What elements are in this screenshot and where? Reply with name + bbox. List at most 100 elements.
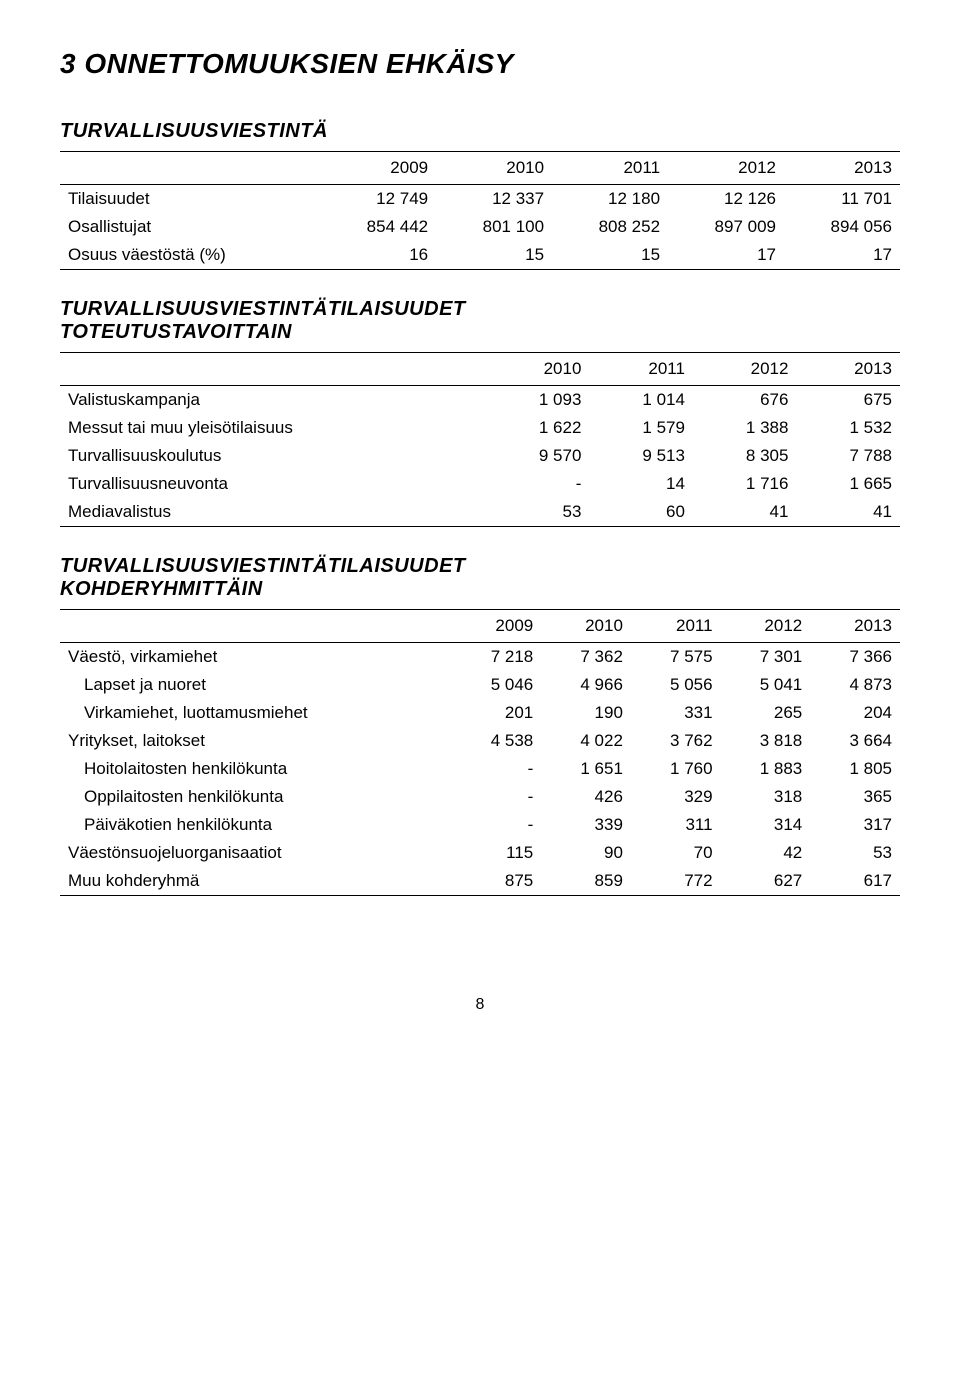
row-value: 894 056 <box>784 213 900 241</box>
table-row: Väestönsuojeluorganisaatiot11590704253 <box>60 839 900 867</box>
row-value: 1 651 <box>541 755 631 783</box>
table2-header-row: 2010 2011 2012 2013 <box>60 353 900 386</box>
table3-header-row: 2009 2010 2011 2012 2013 <box>60 610 900 643</box>
row-value: - <box>452 783 542 811</box>
row-value: 426 <box>541 783 631 811</box>
row-value: 329 <box>631 783 721 811</box>
table1-year: 2010 <box>436 152 552 185</box>
row-value: 204 <box>810 699 900 727</box>
row-value: 3 762 <box>631 727 721 755</box>
table1-title: TURVALLISUUSVIESTINTÄ <box>60 120 900 143</box>
row-value: 4 538 <box>452 727 542 755</box>
row-label: Hoitolaitosten henkilökunta <box>60 755 452 783</box>
row-value: 201 <box>452 699 542 727</box>
row-value: 4 966 <box>541 671 631 699</box>
row-value: 7 575 <box>631 643 721 672</box>
row-label: Osuus väestöstä (%) <box>60 241 320 270</box>
row-label: Valistuskampanja <box>60 386 486 415</box>
row-label: Väestönsuojeluorganisaatiot <box>60 839 452 867</box>
page-number: 8 <box>60 996 900 1014</box>
row-label: Muu kohderyhmä <box>60 867 452 896</box>
table1-header-row: 2009 2010 2011 2012 2013 <box>60 152 900 185</box>
table-row: Väestö, virkamiehet7 2187 3627 5757 3017… <box>60 643 900 672</box>
row-value: 9 570 <box>486 442 590 470</box>
row-label: Päiväkotien henkilökunta <box>60 811 452 839</box>
row-label: Lapset ja nuoret <box>60 671 452 699</box>
row-label: Virkamiehet, luottamusmiehet <box>60 699 452 727</box>
row-value: 1 665 <box>796 470 900 498</box>
row-value: 190 <box>541 699 631 727</box>
row-value: 3 664 <box>810 727 900 755</box>
row-value: 314 <box>721 811 811 839</box>
table3-title-line1: TURVALLISUUSVIESTINTÄTILAISUUDET <box>60 555 466 577</box>
row-value: 859 <box>541 867 631 896</box>
row-value: - <box>486 470 590 498</box>
row-label: Messut tai muu yleisötilaisuus <box>60 414 486 442</box>
row-value: 42 <box>721 839 811 867</box>
row-label: Turvallisuuskoulutus <box>60 442 486 470</box>
table2-year: 2013 <box>796 353 900 386</box>
table-row: Tilaisuudet12 74912 33712 18012 12611 70… <box>60 185 900 214</box>
table-row: Yritykset, laitokset4 5384 0223 7623 818… <box>60 727 900 755</box>
row-label: Tilaisuudet <box>60 185 320 214</box>
row-value: 7 362 <box>541 643 631 672</box>
row-value: 897 009 <box>668 213 784 241</box>
row-value: 7 218 <box>452 643 542 672</box>
table2-title-line1: TURVALLISUUSVIESTINTÄTILAISUUDET <box>60 298 466 320</box>
row-value: 3 818 <box>721 727 811 755</box>
row-value: 676 <box>693 386 797 415</box>
row-value: 41 <box>693 498 797 527</box>
row-value: 4 022 <box>541 727 631 755</box>
row-value: 15 <box>552 241 668 270</box>
row-label: Osallistujat <box>60 213 320 241</box>
table-row: Valistuskampanja1 0931 014676675 <box>60 386 900 415</box>
table3-year: 2010 <box>541 610 631 643</box>
row-value: 53 <box>486 498 590 527</box>
table-row: Muu kohderyhmä875859772627617 <box>60 867 900 896</box>
row-value: 1 883 <box>721 755 811 783</box>
row-value: 7 788 <box>796 442 900 470</box>
table2-year: 2012 <box>693 353 797 386</box>
row-value: 265 <box>721 699 811 727</box>
table3-year: 2009 <box>452 610 542 643</box>
row-value: 339 <box>541 811 631 839</box>
row-value: 60 <box>589 498 693 527</box>
row-value: 1 579 <box>589 414 693 442</box>
table-row: Virkamiehet, luottamusmiehet201190331265… <box>60 699 900 727</box>
table-row: Turvallisuusneuvonta-141 7161 665 <box>60 470 900 498</box>
table3-year: 2012 <box>721 610 811 643</box>
row-value: 9 513 <box>589 442 693 470</box>
table2: 2010 2011 2012 2013 Valistuskampanja1 09… <box>60 352 900 527</box>
table-row: Turvallisuuskoulutus9 5709 5138 3057 788 <box>60 442 900 470</box>
row-value: 7 301 <box>721 643 811 672</box>
table3: 2009 2010 2011 2012 2013 Väestö, virkami… <box>60 609 900 896</box>
table-row: Messut tai muu yleisötilaisuus1 6221 579… <box>60 414 900 442</box>
row-value: 12 126 <box>668 185 784 214</box>
row-value: 1 388 <box>693 414 797 442</box>
row-value: 311 <box>631 811 721 839</box>
row-value: 1 805 <box>810 755 900 783</box>
row-value: 875 <box>452 867 542 896</box>
row-value: - <box>452 755 542 783</box>
row-value: 17 <box>784 241 900 270</box>
row-label: Oppilaitosten henkilökunta <box>60 783 452 811</box>
table3-year: 2011 <box>631 610 721 643</box>
table2-year: 2011 <box>589 353 693 386</box>
row-value: 14 <box>589 470 693 498</box>
row-value: 1 014 <box>589 386 693 415</box>
table1-year: 2013 <box>784 152 900 185</box>
row-value: 4 873 <box>810 671 900 699</box>
row-value: 365 <box>810 783 900 811</box>
row-value: 854 442 <box>320 213 436 241</box>
row-value: 808 252 <box>552 213 668 241</box>
table-row: Osallistujat854 442801 100808 252897 009… <box>60 213 900 241</box>
row-value: 17 <box>668 241 784 270</box>
table-row: Mediavalistus53604141 <box>60 498 900 527</box>
table-row: Päiväkotien henkilökunta-339311314317 <box>60 811 900 839</box>
row-value: 1 760 <box>631 755 721 783</box>
row-value: 12 749 <box>320 185 436 214</box>
row-value: 1 532 <box>796 414 900 442</box>
row-value: 11 701 <box>784 185 900 214</box>
row-value: 15 <box>436 241 552 270</box>
row-value: 7 366 <box>810 643 900 672</box>
